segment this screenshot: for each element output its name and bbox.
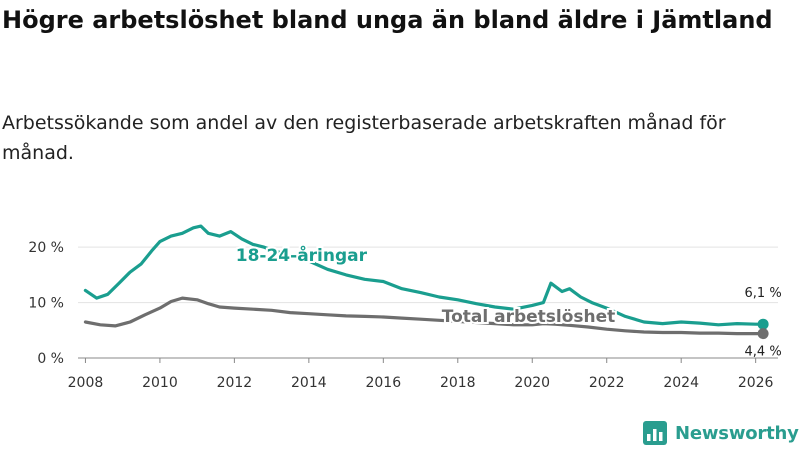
newsworthy-logo: Newsworthy bbox=[643, 418, 799, 448]
x-tick-label: 2016 bbox=[365, 375, 401, 391]
y-tick-label: 10 % bbox=[28, 296, 64, 312]
x-tick-label: 2014 bbox=[291, 375, 327, 391]
x-tick-label: 2020 bbox=[514, 375, 550, 391]
y-tick-label: 0 % bbox=[37, 351, 64, 367]
chart-title: Högre arbetslöshet bland unga än bland ä… bbox=[2, 6, 773, 34]
series-label: 18-24-åringar bbox=[236, 244, 368, 266]
x-tick-label: 2022 bbox=[589, 375, 625, 391]
x-tick-label: 2008 bbox=[68, 375, 104, 391]
series-endpoint-youth bbox=[757, 318, 769, 330]
x-tick-label: 2018 bbox=[440, 375, 476, 391]
bar-chart-logo-icon bbox=[643, 421, 667, 445]
x-tick-label: 2024 bbox=[663, 375, 699, 391]
chart-subtitle: Arbetssökande som andel av den registerb… bbox=[2, 112, 726, 164]
x-tick-label: 2012 bbox=[217, 375, 253, 391]
series-label: Total arbetslöshet bbox=[442, 307, 616, 327]
x-tick-label: 2010 bbox=[142, 375, 178, 391]
x-tick-label: 2026 bbox=[738, 375, 774, 391]
brand-name: Newsworthy bbox=[675, 422, 799, 444]
series-line-total bbox=[83, 296, 765, 336]
end-value-label: 4,4 % bbox=[745, 345, 782, 360]
y-tick-label: 20 % bbox=[28, 240, 64, 256]
end-value-label: 6,1 % bbox=[745, 286, 782, 301]
series-endpoint-total bbox=[757, 328, 769, 340]
series-line-youth bbox=[83, 224, 765, 327]
